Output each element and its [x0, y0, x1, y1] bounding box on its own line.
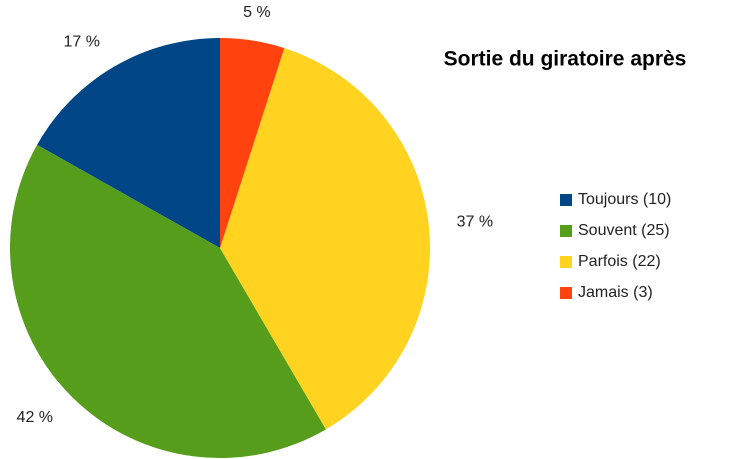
legend-label: Souvent (25) [578, 222, 670, 239]
pie-slice [37, 38, 221, 248]
legend-label: Toujours (10) [578, 191, 671, 208]
legend-label: Jamais (3) [578, 284, 653, 301]
legend-swatch [560, 256, 572, 268]
legend-label: Parfois (22) [578, 253, 661, 270]
pie-slice [220, 48, 430, 430]
legend-swatch [560, 194, 572, 206]
data-label: 17 % [63, 34, 99, 51]
pie-slice [220, 38, 285, 248]
legend-swatch [560, 287, 572, 299]
legend-swatch [560, 225, 572, 237]
data-label: 37 % [457, 213, 493, 230]
chart-title: Sortie du giratoire après [444, 48, 687, 71]
data-label: 42 % [17, 409, 53, 426]
pie-slice [9, 144, 326, 459]
data-label: 5 % [243, 4, 271, 21]
